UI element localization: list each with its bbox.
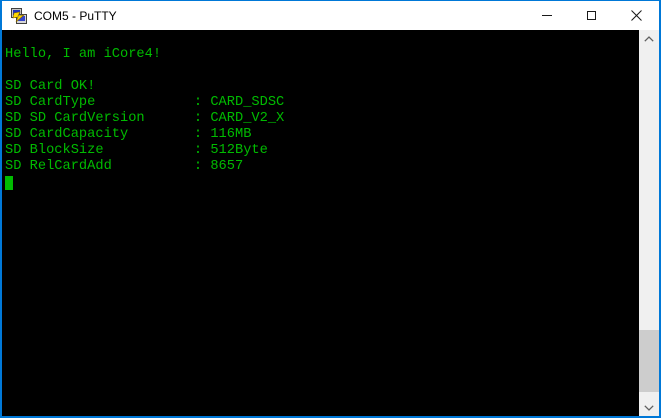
titlebar[interactable]: COM5 - PuTTY xyxy=(2,1,659,30)
chevron-up-icon xyxy=(644,35,654,42)
maximize-icon xyxy=(587,11,596,20)
terminal-line-block-size: SD BlockSize : 512Byte xyxy=(5,143,268,158)
putty-app-icon[interactable] xyxy=(10,7,28,25)
terminal-line-card-capacity: SD CardCapacity : 116MB xyxy=(5,127,252,142)
terminal-line xyxy=(5,31,639,47)
terminal-line-sd-ok: SD Card OK! xyxy=(5,79,96,94)
minimize-icon xyxy=(541,15,552,16)
terminal-line-rel-card-add: SD RelCardAdd : 8657 xyxy=(5,159,244,174)
terminal-line-greeting: Hello, I am iCore4! xyxy=(5,47,162,62)
terminal-line xyxy=(5,63,639,79)
scroll-up-button[interactable] xyxy=(639,30,659,47)
close-icon xyxy=(631,10,642,21)
scroll-down-button[interactable] xyxy=(639,399,659,416)
maximize-button[interactable] xyxy=(569,1,614,30)
terminal-line-card-type: SD CardType : CARD_SDSC xyxy=(5,95,285,110)
terminal-output[interactable]: Hello, I am iCore4! SD Card OK! SD CardT… xyxy=(2,30,639,416)
window-title: COM5 - PuTTY xyxy=(34,8,117,23)
chevron-down-icon xyxy=(644,404,654,411)
scrollbar-thumb[interactable] xyxy=(639,330,659,392)
terminal-line-card-version: SD SD CardVersion : CARD_V2_X xyxy=(5,111,285,126)
scrollbar[interactable] xyxy=(639,30,659,416)
window-body: Hello, I am iCore4! SD Card OK! SD CardT… xyxy=(2,30,659,416)
close-button[interactable] xyxy=(614,1,659,30)
minimize-button[interactable] xyxy=(524,1,569,30)
caption-buttons xyxy=(524,1,659,30)
terminal-cursor xyxy=(5,176,13,190)
